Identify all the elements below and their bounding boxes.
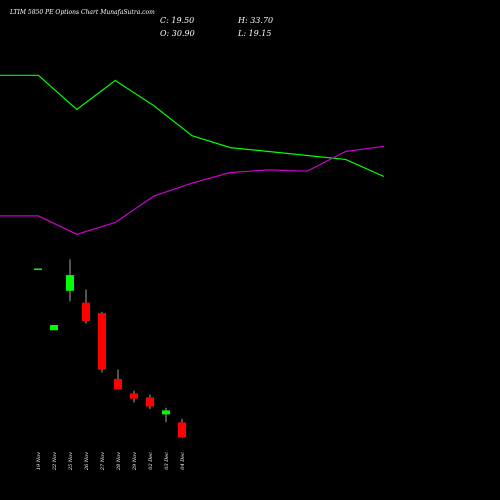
candle-body (66, 275, 74, 291)
x-tick-label: 28 Nov (116, 452, 122, 471)
candle-body (114, 378, 122, 390)
candle-body (50, 325, 58, 331)
x-tick-label: 02 Dec (148, 452, 154, 470)
x-tick-label: 27 Nov (100, 452, 106, 471)
line-series (0, 145, 385, 235)
x-tick-label: 29 Nov (132, 452, 138, 471)
low-label: L: 19.15 (237, 29, 271, 38)
x-tick-label: 19 Nov (36, 452, 42, 470)
candle-body (178, 422, 186, 438)
open-label: O: 30.90 (160, 29, 195, 38)
candle-body (146, 397, 154, 407)
candle-body (82, 302, 90, 322)
x-tick-label: 22 Nov (52, 452, 58, 471)
candle-body (34, 268, 42, 270)
x-tick-label: 25 Nov (68, 452, 74, 471)
x-tick-label: 26 Nov (84, 452, 90, 471)
x-tick-label: 03 Dec (164, 452, 170, 470)
line-series (0, 74, 385, 178)
x-tick-label: 04 Dec (180, 452, 186, 470)
candle-body (162, 410, 170, 415)
high-label: H: 33.70 (237, 16, 273, 25)
candle-body (98, 313, 106, 370)
close-label: C: 19.50 (160, 16, 194, 25)
chart-title: LTIM 5850 PE Options Chart MunafaSutra.c… (9, 9, 155, 16)
candle-body (130, 393, 138, 399)
